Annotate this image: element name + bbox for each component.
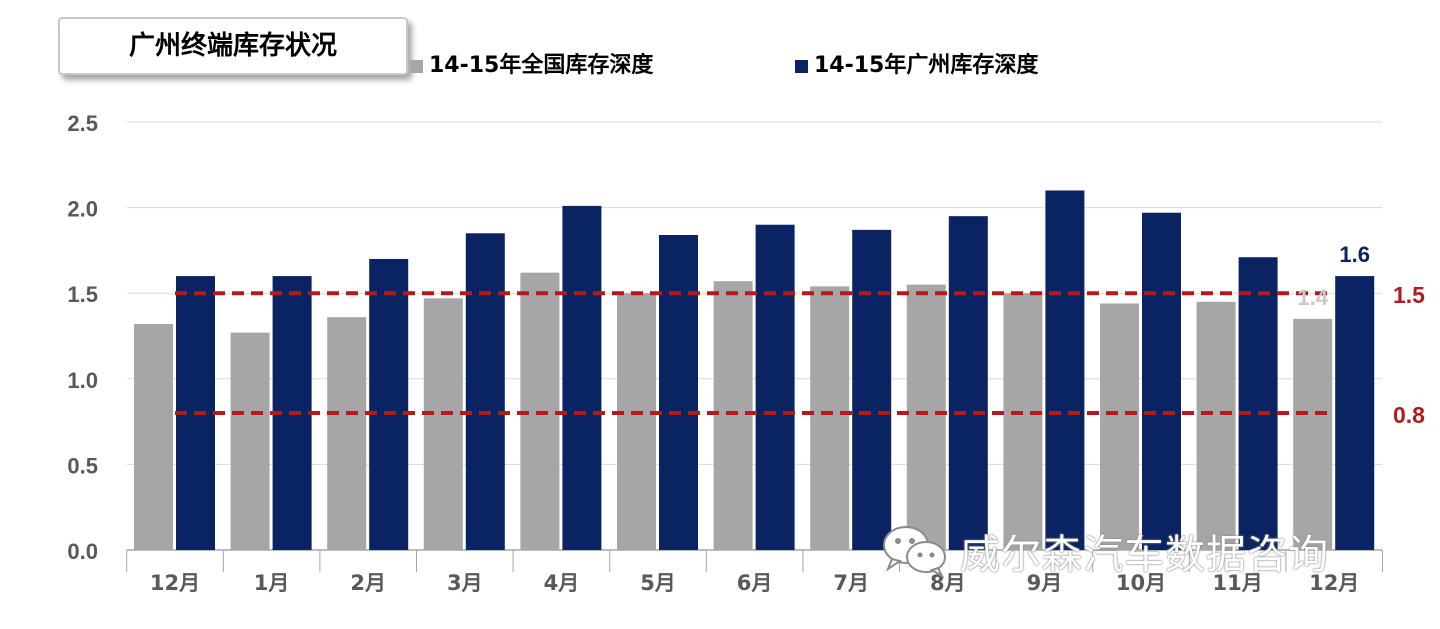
bar-national <box>713 281 753 550</box>
y-tick-label: 1.5 <box>67 282 98 307</box>
x-tick-label: 9月 <box>1027 571 1063 595</box>
bar-guangzhou <box>1238 257 1278 550</box>
bar-guangzhou <box>1335 276 1375 550</box>
x-tick-label: 12月 <box>1309 571 1359 595</box>
legend-label-guangzhou: 14-15年广州库存深度 <box>814 53 1039 78</box>
watermark: 威尔森汽车数据咨询 <box>880 522 1329 580</box>
watermark-text: 威尔森汽车数据咨询 <box>960 532 1329 578</box>
bar-guangzhou <box>948 216 988 550</box>
bar-guangzhou <box>755 224 795 550</box>
legend-swatch-guangzhou <box>795 59 808 73</box>
bar-national <box>230 332 270 550</box>
data-label: 1.4 <box>1297 285 1328 310</box>
y-tick-label: 2.0 <box>67 197 98 222</box>
y-tick-label: 2.5 <box>67 111 98 136</box>
bar-national <box>1196 301 1236 550</box>
x-tick-label: 5月 <box>640 571 676 595</box>
reference-line-label: 0.8 <box>1393 402 1425 428</box>
bar-guangzhou <box>465 233 505 550</box>
legend-label-national: 14-15年全国库存深度 <box>429 53 654 78</box>
y-tick-label: 0.5 <box>67 453 98 478</box>
x-tick-label: 11月 <box>1212 571 1262 595</box>
bar-national <box>617 293 656 550</box>
x-tick-label: 10月 <box>1116 571 1166 595</box>
x-tick-label: 4月 <box>544 571 580 595</box>
bar-guangzhou <box>369 258 409 550</box>
y-tick-label: 0.0 <box>67 539 98 564</box>
bar-national <box>1003 293 1043 550</box>
data-label: 1.6 <box>1339 242 1370 267</box>
x-tick-label: 2月 <box>350 571 386 595</box>
bar-guangzhou <box>1142 212 1181 550</box>
x-tick-label: 7月 <box>833 571 869 595</box>
legend-item-national: 14-15年全国库存深度 <box>410 48 653 78</box>
bar-national <box>1100 303 1139 550</box>
y-tick-label: 1.0 <box>67 368 98 393</box>
bar-national <box>423 298 463 550</box>
bar-guangzhou <box>852 229 892 550</box>
bar-national <box>327 317 367 550</box>
bar-guangzhou <box>562 205 602 550</box>
x-tick-label: 1月 <box>254 571 290 595</box>
chart-title: 广州终端库存状况 <box>58 17 408 75</box>
bar-guangzhou <box>1045 190 1085 551</box>
bar-national <box>1293 318 1333 550</box>
bar-national <box>906 284 946 550</box>
reference-line-label: 1.5 <box>1393 282 1425 308</box>
legend-swatch-national <box>410 59 423 73</box>
x-tick-label: 6月 <box>737 571 773 595</box>
x-tick-label: 12月 <box>150 571 200 595</box>
legend-item-guangzhou: 14-15年广州库存深度 <box>795 48 1038 78</box>
bar-national <box>810 286 850 550</box>
x-tick-label: 3月 <box>447 571 483 595</box>
x-tick-label: 8月 <box>930 571 966 595</box>
bar-guangzhou <box>659 234 698 550</box>
bar-national <box>134 324 173 550</box>
wechat-icon <box>880 523 952 579</box>
